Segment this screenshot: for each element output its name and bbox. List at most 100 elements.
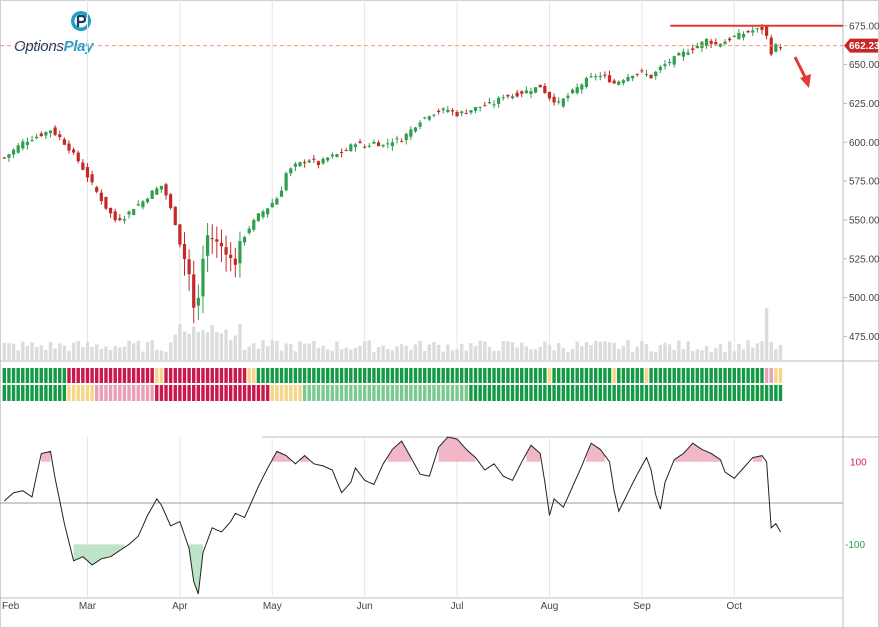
- candle-body: [339, 152, 344, 154]
- signal-strip-row-1-cell: [621, 368, 626, 383]
- volume-bar: [344, 347, 348, 360]
- signal-strip-row-2-cell: [617, 385, 621, 401]
- signal-strip-row-1-cell: [774, 368, 778, 383]
- signal-strip-row-2-cell: [210, 385, 214, 401]
- x-tick-label: Jul: [451, 601, 464, 612]
- signal-strip-row-1-cell: [423, 368, 427, 383]
- signal-strip-row-1-cell: [727, 368, 732, 383]
- volume-bar: [210, 325, 214, 360]
- signal-strip-row-1-cell: [635, 368, 639, 383]
- volume-bar: [658, 345, 663, 360]
- candle-body: [520, 91, 524, 94]
- volume-bar: [316, 347, 321, 360]
- signal-strip-row-1-cell: [122, 368, 127, 383]
- signal-strip-row-1-cell: [275, 368, 279, 383]
- volume-bar: [307, 343, 311, 360]
- volume-bar: [506, 341, 510, 360]
- x-tick-label: May: [263, 601, 282, 612]
- signal-strip-row-1-cell: [515, 368, 519, 383]
- volume-bar: [298, 341, 302, 360]
- volume-bar: [538, 346, 542, 360]
- signal-strip-row-2-cell: [677, 385, 681, 401]
- signal-strip-row-2-cell: [409, 385, 413, 401]
- signal-strip-row-1-cell: [746, 368, 750, 383]
- signal-strip-row-1-cell: [760, 368, 764, 383]
- candle-body: [538, 84, 542, 88]
- optionsplay-logo: OptionsPlay: [12, 10, 112, 56]
- signal-strip-row-2-cell: [339, 385, 344, 401]
- volume-bar: [358, 345, 362, 360]
- x-tick-label: Jun: [357, 601, 373, 612]
- signal-strip-row-1-cell: [593, 368, 598, 383]
- volume-bar: [755, 343, 760, 360]
- signal-strip-row-2-cell: [349, 385, 353, 401]
- candle-body: [25, 141, 30, 146]
- signal-strip-row-2-cell: [755, 385, 760, 401]
- signal-strip-row-1-cell: [769, 368, 773, 383]
- last-price-label: 662.23: [849, 41, 879, 52]
- candle-body: [575, 87, 579, 94]
- candle-body: [386, 143, 390, 145]
- signal-strip-row-2-cell: [672, 385, 676, 401]
- signal-strip-row-1-cell: [755, 368, 760, 383]
- signal-strip-row-1-cell: [108, 368, 113, 383]
- signal-strip-row-2-cell: [515, 385, 519, 401]
- volume-bars: [2, 308, 783, 360]
- candle-body: [441, 108, 445, 111]
- candle-body: [432, 114, 436, 116]
- signal-strip-row-2-cell: [492, 385, 496, 401]
- signal-strip-row-1-cell: [557, 368, 561, 383]
- cci-overbought-fill: [272, 451, 291, 462]
- signal-strip-row-1-cell: [469, 368, 473, 383]
- cci-y-tick-label-100: 100: [850, 457, 867, 468]
- candle-body: [760, 26, 764, 30]
- signal-strip-row-2-cell: [478, 385, 482, 401]
- volume-bar: [704, 345, 709, 360]
- candle-body: [376, 142, 381, 147]
- signal-strip-row-1-cell: [192, 368, 196, 383]
- candle-body: [621, 80, 625, 83]
- volume-bar: [709, 351, 713, 360]
- signal-strip-row-2-cell: [603, 385, 607, 401]
- signal-strip-row-2-cell: [242, 385, 247, 401]
- volume-bar: [686, 341, 690, 360]
- signal-strip-row-2-cell: [71, 385, 76, 401]
- candle-body: [159, 185, 163, 190]
- candle-body: [436, 110, 441, 113]
- candle-body: [104, 196, 108, 209]
- candle-body: [409, 129, 413, 137]
- signal-strip-row-2-cell: [760, 385, 764, 401]
- candle-body: [691, 48, 695, 51]
- candle-body: [205, 235, 210, 256]
- signal-strip-row-1-cell: [561, 368, 566, 383]
- signal-strip-row-1-cell: [228, 368, 233, 383]
- volume-bar: [118, 347, 122, 360]
- candle-body: [2, 157, 6, 159]
- candle-body: [136, 204, 140, 206]
- candle-body: [275, 198, 279, 205]
- candle-body: [53, 127, 57, 135]
- signal-strip-row-1-cell: [335, 368, 339, 383]
- volume-bar: [330, 350, 335, 360]
- signal-strip-row-1-cell: [326, 368, 330, 383]
- signal-strip-row-2-cell: [737, 385, 741, 401]
- candle-body: [487, 102, 492, 104]
- down-arrow-shaft: [793, 56, 808, 80]
- candle-body: [695, 46, 699, 49]
- volume-bar: [7, 343, 11, 360]
- signal-strip-row-1-cell: [307, 368, 311, 383]
- signal-strip-row-2-cell: [131, 385, 136, 401]
- candle-body: [534, 87, 538, 93]
- candle-body: [252, 219, 256, 230]
- candle-body: [215, 239, 219, 242]
- brand-name: OptionsPlay: [14, 38, 94, 55]
- signal-strip-row-2-cell: [446, 385, 450, 401]
- volume-bar: [108, 349, 113, 360]
- volume-bar: [228, 339, 233, 360]
- signal-strip-row-1-cell: [580, 368, 584, 383]
- signal-strip-row-2-cell: [399, 385, 404, 401]
- signal-strip-row-1-cell: [547, 368, 552, 383]
- price-y-tick-label: 625.00: [849, 99, 879, 110]
- signal-strip-row-2-cell: [700, 385, 704, 401]
- signal-strip-row-2-cell: [298, 385, 302, 401]
